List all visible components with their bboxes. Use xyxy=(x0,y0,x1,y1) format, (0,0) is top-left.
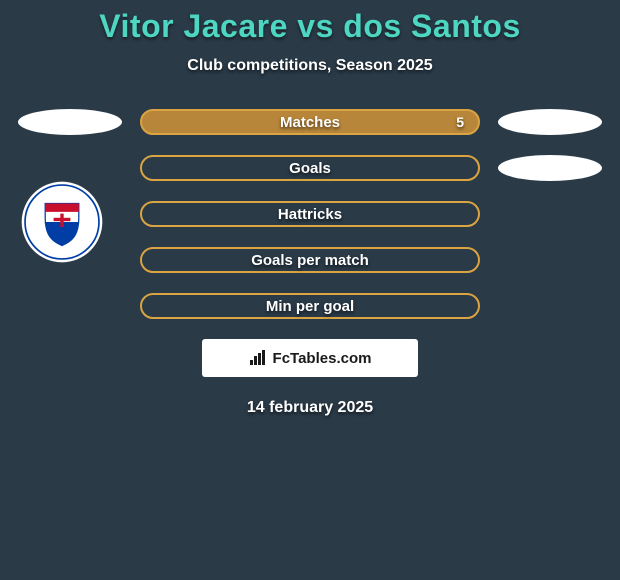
left-side xyxy=(10,109,130,135)
right-side xyxy=(490,155,610,181)
stat-value: 5 xyxy=(456,114,464,130)
stat-row: Matches 5 xyxy=(0,109,620,135)
left-ellipse xyxy=(18,109,122,135)
bars-icon xyxy=(249,350,269,366)
right-side xyxy=(490,109,610,135)
date-text: 14 february 2025 xyxy=(0,399,620,417)
stat-label: Hattricks xyxy=(278,206,342,223)
stat-bar: Goals xyxy=(140,155,480,181)
stat-label: Goals per match xyxy=(251,252,369,269)
stat-row: Goals xyxy=(0,155,620,181)
stat-bar: Min per goal xyxy=(140,293,480,319)
page-title: Vitor Jacare vs dos Santos xyxy=(0,8,620,45)
stat-bar: Goals per match xyxy=(140,247,480,273)
stat-label: Min per goal xyxy=(266,298,354,315)
stat-label: Goals xyxy=(289,160,331,177)
right-ellipse xyxy=(498,155,602,181)
right-ellipse xyxy=(498,109,602,135)
stat-bar: Hattricks xyxy=(140,201,480,227)
stat-label: Matches xyxy=(280,114,340,131)
club-crest-icon xyxy=(20,180,104,264)
footer-logo: FcTables.com xyxy=(202,339,418,377)
stat-bar: Matches 5 xyxy=(140,109,480,135)
page-subtitle: Club competitions, Season 2025 xyxy=(0,57,620,75)
stat-row: Min per goal xyxy=(0,293,620,319)
footer-logo-text: FcTables.com xyxy=(273,350,372,367)
